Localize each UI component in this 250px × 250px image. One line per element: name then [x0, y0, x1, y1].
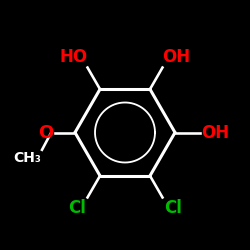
- Text: OH: OH: [201, 124, 229, 142]
- Text: O: O: [38, 124, 54, 142]
- Text: CH₃: CH₃: [13, 151, 41, 165]
- Text: OH: OH: [162, 48, 191, 66]
- Text: Cl: Cl: [68, 200, 86, 218]
- Text: HO: HO: [60, 48, 88, 66]
- Text: Cl: Cl: [164, 200, 182, 218]
